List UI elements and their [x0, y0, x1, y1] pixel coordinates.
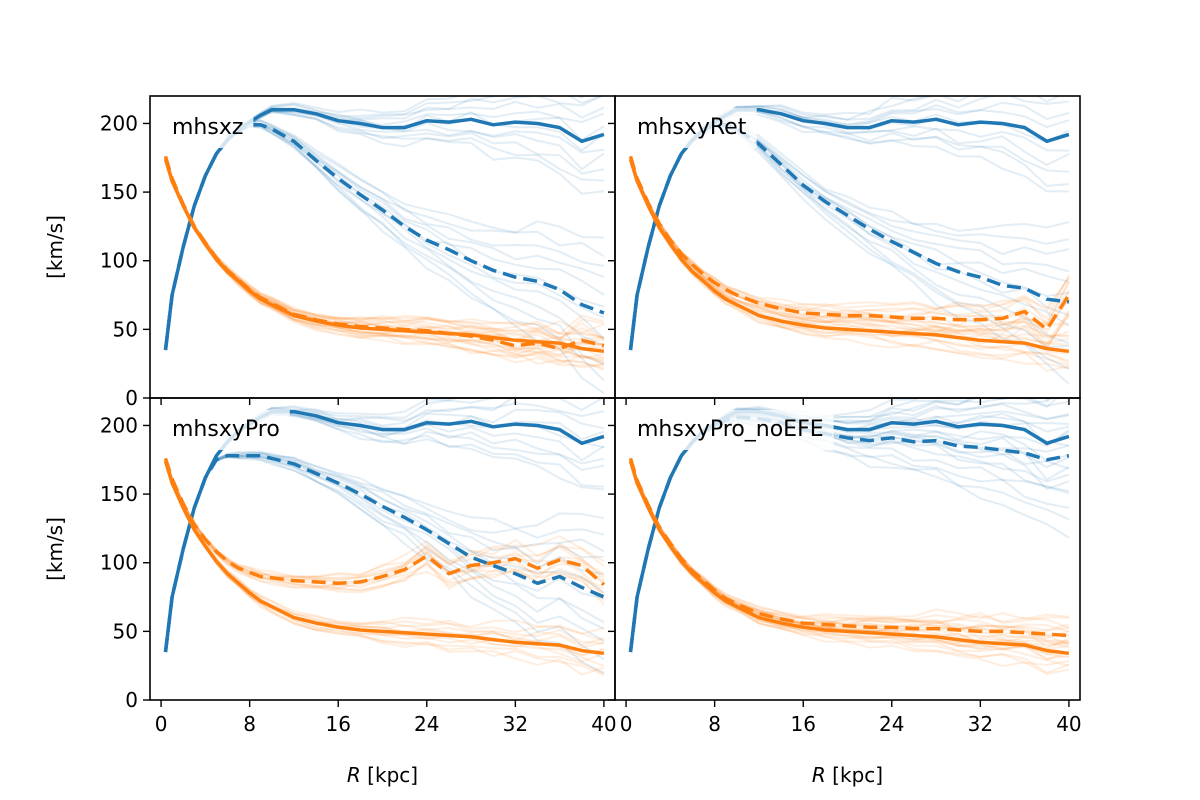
- ensemble-line: [629, 458, 1070, 639]
- y-tick-label: 50: [113, 619, 138, 643]
- ensemble-line: [164, 159, 605, 370]
- panel-title-background: [627, 108, 757, 148]
- ensemble-line: [629, 415, 1070, 653]
- x-tick-label: 16: [790, 712, 815, 736]
- ensemble-line: [629, 458, 1070, 629]
- ensemble-line: [629, 457, 1069, 624]
- series-blue-dashed: [163, 123, 605, 351]
- series-blue-dashed: [628, 123, 1070, 351]
- ensemble-line: [164, 158, 605, 338]
- y-tick-label: 0: [125, 386, 138, 410]
- ensemble-line: [629, 156, 1070, 326]
- ensemble-line: [164, 460, 605, 642]
- ensemble-line: [629, 458, 1069, 646]
- x-tick-label: 0: [620, 712, 633, 736]
- panel-title: mhsxyRet: [637, 115, 747, 140]
- ensemble-line: [164, 460, 604, 645]
- ensemble-line: [164, 458, 605, 606]
- x-tick-label: 32: [503, 712, 528, 736]
- x-tick-label: 16: [325, 712, 350, 736]
- y-tick-label: 0: [125, 688, 138, 712]
- ensemble-line: [164, 155, 605, 341]
- x-tick-label: 40: [591, 712, 616, 736]
- ensemble-line: [629, 158, 1069, 329]
- ensemble-line: [629, 156, 1070, 326]
- y-tick-label: 150: [100, 482, 138, 506]
- plot-area: [628, 96, 1071, 385]
- panel-2: mhsxyRet: [608, 95, 1081, 405]
- y-axis-label: [km/s]: [43, 517, 67, 581]
- panel-3: mhsxyPro 0 50 100 150 200 0 8 16 24 32 40 [km/s] R [k…: [43, 397, 617, 787]
- x-tick-label: 24: [879, 712, 904, 736]
- x-tick-label: 40: [1056, 712, 1081, 736]
- series-blue-dashed: [628, 415, 1070, 653]
- x-axis-label: R [kpc]: [812, 763, 883, 787]
- panel-1: mhsxz 0 50 100 150 200 [km/s]: [43, 95, 616, 410]
- panel-4: mhsxyPro_noEFE 0 8 16 24 32 40 R [kpc]: [608, 397, 1082, 787]
- ensemble-line: [629, 457, 1070, 620]
- plot-area: [163, 96, 605, 394]
- series-orange-solid: [628, 158, 1070, 354]
- ensemble-line: [629, 458, 1070, 633]
- x-tick-label: 32: [968, 712, 993, 736]
- ensemble-line: [164, 413, 604, 653]
- ensemble-line: [629, 156, 1070, 335]
- ensemble-line: [164, 460, 605, 635]
- series-orange-dashed: [628, 457, 1070, 638]
- x-tick-label: 0: [155, 712, 168, 736]
- series-orange-solid: [163, 158, 605, 354]
- series-blue-dashed: [163, 453, 605, 653]
- x-tick-label: 24: [414, 712, 439, 736]
- series-orange-dashed: [163, 155, 605, 351]
- y-tick-label: 50: [113, 317, 138, 341]
- series-orange-dashed: [163, 457, 606, 587]
- x-tick-label: 8: [708, 712, 721, 736]
- series-orange-solid: [163, 460, 605, 656]
- ensemble-line: [629, 458, 1070, 633]
- panel-title: mhsxyPro_noEFE: [637, 417, 824, 442]
- ensemble-line: [164, 156, 605, 342]
- y-tick-label: 100: [100, 249, 138, 273]
- ensemble-line: [164, 156, 605, 341]
- panel-title-background: [627, 410, 834, 450]
- axes-frame: [614, 397, 1081, 701]
- x-tick-label: 8: [243, 712, 256, 736]
- ensemble-line: [164, 413, 605, 653]
- series-blue-solid: [163, 107, 605, 351]
- y-tick-label: 150: [100, 180, 138, 204]
- series-blue-solid: [628, 107, 1070, 351]
- x-axis-label: R [kpc]: [347, 763, 418, 787]
- ensemble-line: [629, 458, 1070, 632]
- ensemble-line: [164, 158, 605, 339]
- y-axis-label: [km/s]: [43, 215, 67, 279]
- panel-title-background: [162, 410, 290, 450]
- panel-title: mhsxyPro: [172, 417, 280, 442]
- series-blue-solid: [163, 409, 605, 653]
- y-tick-label: 200: [100, 111, 138, 135]
- panel-title-background: [162, 108, 254, 148]
- y-tick-label: 100: [100, 551, 138, 575]
- plot-area: [163, 398, 606, 676]
- panel-title: mhsxz: [172, 115, 243, 140]
- ensemble-line: [164, 159, 605, 371]
- ensemble-line: [164, 158, 604, 342]
- series-orange-dashed: [628, 155, 1071, 332]
- series-orange-solid: [628, 460, 1070, 656]
- y-tick-label: 200: [100, 413, 138, 437]
- ensemble-line: [629, 460, 1069, 637]
